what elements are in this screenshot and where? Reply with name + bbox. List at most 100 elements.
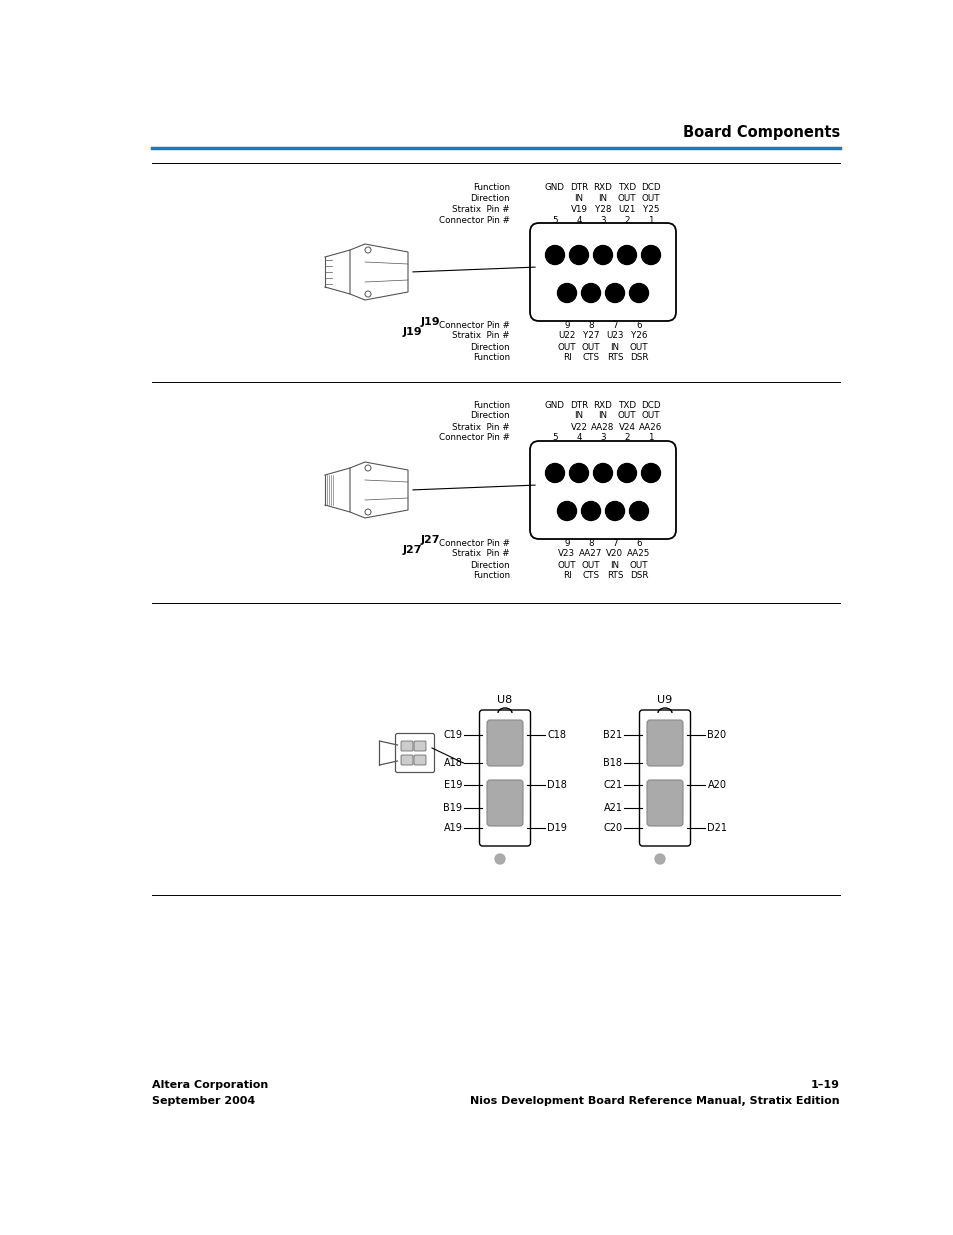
FancyBboxPatch shape: [395, 734, 434, 773]
Circle shape: [495, 853, 504, 864]
Text: V19: V19: [570, 205, 587, 214]
Text: Y27: Y27: [582, 331, 598, 341]
Text: TXD: TXD: [618, 183, 636, 191]
Text: U21: U21: [618, 205, 635, 214]
Text: 8: 8: [588, 538, 593, 547]
FancyBboxPatch shape: [530, 441, 676, 538]
Text: V23: V23: [558, 550, 575, 558]
Text: Connector Pin #: Connector Pin #: [438, 321, 510, 330]
Text: J27: J27: [420, 535, 439, 545]
Text: V24: V24: [618, 422, 635, 431]
Text: Connector Pin #: Connector Pin #: [438, 538, 510, 547]
Text: IN: IN: [598, 411, 607, 420]
Text: OUT: OUT: [617, 411, 636, 420]
Text: AA26: AA26: [639, 422, 662, 431]
Text: AA27: AA27: [578, 550, 602, 558]
Text: RXD: RXD: [593, 183, 612, 191]
Circle shape: [629, 284, 648, 303]
Text: CTS: CTS: [582, 572, 598, 580]
Text: TXD: TXD: [618, 400, 636, 410]
Text: V20: V20: [606, 550, 623, 558]
Text: Direction: Direction: [470, 561, 510, 569]
Text: DTR: DTR: [569, 183, 587, 191]
Text: A20: A20: [707, 781, 726, 790]
Text: 1–19: 1–19: [810, 1079, 840, 1091]
Text: OUT: OUT: [629, 342, 648, 352]
Text: U8: U8: [497, 695, 512, 705]
Text: Y25: Y25: [642, 205, 659, 214]
Circle shape: [629, 501, 648, 520]
Text: U9: U9: [657, 695, 672, 705]
FancyBboxPatch shape: [400, 755, 413, 764]
Text: U22: U22: [558, 331, 575, 341]
FancyBboxPatch shape: [639, 710, 690, 846]
Text: D18: D18: [547, 781, 567, 790]
Text: 3: 3: [599, 433, 605, 442]
FancyBboxPatch shape: [479, 710, 530, 846]
Text: DSR: DSR: [629, 572, 648, 580]
Circle shape: [617, 246, 636, 264]
Circle shape: [640, 246, 659, 264]
FancyBboxPatch shape: [400, 741, 413, 751]
Text: AA28: AA28: [591, 422, 614, 431]
Text: Function: Function: [473, 183, 510, 191]
Text: 9: 9: [563, 538, 569, 547]
Text: B18: B18: [603, 758, 622, 768]
Text: AA25: AA25: [627, 550, 650, 558]
Text: C21: C21: [602, 781, 622, 790]
Circle shape: [593, 246, 612, 264]
Text: D19: D19: [547, 823, 567, 832]
Circle shape: [581, 284, 599, 303]
Text: OUT: OUT: [581, 561, 599, 569]
Text: B19: B19: [443, 803, 462, 813]
Text: September 2004: September 2004: [152, 1095, 255, 1107]
Text: DSR: DSR: [629, 353, 648, 363]
Text: C19: C19: [443, 730, 462, 740]
Text: 7: 7: [612, 321, 618, 330]
Circle shape: [557, 501, 576, 520]
Circle shape: [640, 463, 659, 483]
Text: Direction: Direction: [470, 411, 510, 420]
Text: Board Components: Board Components: [682, 125, 840, 140]
Text: Direction: Direction: [470, 194, 510, 203]
Text: RTS: RTS: [606, 353, 622, 363]
Text: Function: Function: [473, 353, 510, 363]
Text: IN: IN: [610, 342, 618, 352]
Text: Function: Function: [473, 572, 510, 580]
Text: 4: 4: [576, 433, 581, 442]
Text: 8: 8: [588, 321, 593, 330]
FancyBboxPatch shape: [486, 720, 522, 766]
Circle shape: [545, 463, 564, 483]
Text: DCD: DCD: [640, 183, 660, 191]
Text: Direction: Direction: [470, 342, 510, 352]
Text: CTS: CTS: [582, 353, 598, 363]
Text: A21: A21: [603, 803, 622, 813]
Text: 2: 2: [623, 215, 629, 225]
Text: Connector Pin #: Connector Pin #: [438, 433, 510, 442]
Text: J19: J19: [419, 317, 439, 327]
Text: OUT: OUT: [558, 342, 576, 352]
Text: IN: IN: [598, 194, 607, 203]
Text: 9: 9: [563, 321, 569, 330]
Text: GND: GND: [544, 183, 564, 191]
Text: DTR: DTR: [569, 400, 587, 410]
Text: J27: J27: [402, 545, 421, 555]
Text: Nios Development Board Reference Manual, Stratix Edition: Nios Development Board Reference Manual,…: [470, 1095, 840, 1107]
Text: RI: RI: [562, 353, 571, 363]
Text: Stratix  Pin #: Stratix Pin #: [452, 205, 510, 214]
Text: D21: D21: [707, 823, 727, 832]
Circle shape: [569, 246, 588, 264]
Text: 3: 3: [599, 215, 605, 225]
Text: 7: 7: [612, 538, 618, 547]
Circle shape: [593, 463, 612, 483]
FancyBboxPatch shape: [646, 720, 682, 766]
Circle shape: [617, 463, 636, 483]
Text: OUT: OUT: [641, 194, 659, 203]
Text: C18: C18: [547, 730, 566, 740]
Text: OUT: OUT: [617, 194, 636, 203]
Text: J19: J19: [402, 327, 421, 337]
Text: OUT: OUT: [558, 561, 576, 569]
FancyBboxPatch shape: [646, 781, 682, 826]
Text: Stratix  Pin #: Stratix Pin #: [452, 331, 510, 341]
Text: B21: B21: [602, 730, 622, 740]
